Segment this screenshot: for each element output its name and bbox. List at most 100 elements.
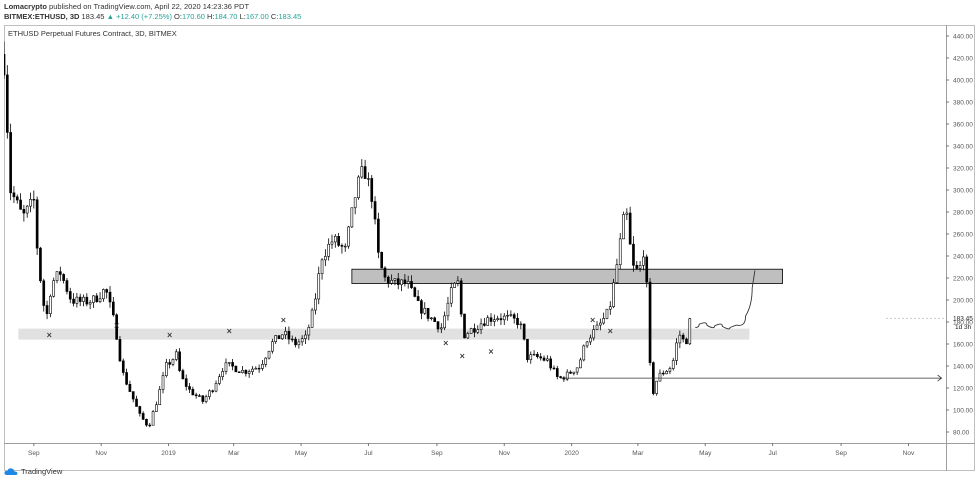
candle-down: [168, 362, 171, 365]
y-tick-label: 440.00: [953, 34, 973, 41]
candle-up: [476, 329, 480, 333]
candle-down: [148, 424, 152, 427]
candle-down: [141, 413, 145, 420]
candle-up: [406, 281, 410, 284]
candle-up: [284, 330, 287, 336]
candle-up: [310, 309, 314, 328]
x-tick-label: Sep: [835, 450, 847, 457]
candle-down: [184, 378, 188, 387]
chart-frame[interactable]: 80.00 100.00 120.00 140.00 160.00 180.00 200.0…: [4, 25, 975, 471]
candle-up: [509, 314, 513, 316]
candle-down: [128, 384, 132, 392]
candle-up: [155, 404, 158, 412]
candle-down: [68, 291, 72, 300]
candle-up: [204, 396, 208, 402]
candle-up: [82, 296, 85, 302]
candle-down: [539, 356, 543, 359]
candle-up: [612, 282, 615, 307]
open-value: 170.60: [181, 12, 205, 21]
x-marker: ×: [280, 315, 286, 324]
candle-down: [135, 398, 138, 407]
y-tick-label: 160.00: [953, 342, 973, 349]
price-chart[interactable]: 80.00 100.00 120.00 140.00 160.00 180.00 200.0…: [4, 25, 975, 471]
y-tick-label: 180.00: [953, 320, 973, 327]
open-label: O:: [174, 12, 182, 21]
candle-down: [108, 291, 112, 303]
candle-up: [350, 207, 354, 228]
candle-down: [522, 323, 526, 340]
candle-up: [271, 341, 274, 352]
candle-down: [145, 418, 148, 426]
candle-down: [12, 192, 16, 198]
candle-up: [307, 327, 311, 336]
candle-down: [58, 271, 62, 275]
candle-up: [469, 328, 473, 334]
candle-down: [138, 406, 142, 414]
candle-up: [430, 317, 433, 320]
candle-down: [201, 395, 205, 402]
candle-up: [486, 317, 490, 326]
candle-down: [234, 365, 238, 373]
candle-up: [585, 341, 589, 347]
candle-down: [685, 338, 688, 345]
candle-up: [579, 359, 582, 369]
candle-up: [333, 235, 337, 243]
candle-up: [390, 280, 393, 284]
x-marker: ×: [607, 326, 613, 335]
candle-up: [506, 314, 509, 317]
candle-down: [420, 300, 423, 314]
candle-up: [158, 389, 162, 406]
candles-group: [4, 41, 692, 428]
candle-up: [174, 351, 178, 360]
candle-down: [257, 367, 261, 370]
last-price-label: 183.45: [953, 316, 973, 323]
candle-up: [625, 212, 629, 215]
candle-up: [423, 307, 427, 314]
candle-up: [247, 371, 251, 374]
symbol-label: BITMEX:ETHUSD, 3D: [4, 12, 80, 21]
candle-up: [675, 342, 678, 361]
candle-up: [208, 390, 211, 397]
candle-up: [218, 376, 221, 384]
tradingview-cloud-icon: [4, 467, 18, 476]
candle-down: [72, 298, 75, 304]
candle-down: [552, 367, 556, 370]
candle-down: [396, 278, 400, 285]
candle-down: [211, 390, 215, 392]
candle-down: [22, 209, 26, 214]
candle-down: [648, 281, 652, 363]
candle-down: [105, 289, 109, 293]
candle-down: [181, 370, 185, 380]
candle-down: [191, 389, 195, 396]
y-tick-label: 200.00: [953, 298, 973, 305]
low-value: 167.00: [245, 12, 269, 21]
candle-up: [314, 298, 317, 311]
candle-up: [456, 280, 460, 284]
candle-up: [575, 367, 579, 373]
candle-down: [39, 247, 42, 282]
candle-down: [632, 243, 635, 266]
x-tick-label: Nov: [903, 450, 915, 457]
candle-up: [55, 271, 59, 281]
y-tick-label: 100.00: [953, 408, 973, 415]
y-tick-label: 260.00: [953, 232, 973, 239]
candle-down: [542, 357, 546, 361]
candle-down: [559, 376, 562, 378]
candle-up: [267, 350, 271, 359]
candle-up: [546, 358, 549, 361]
candle-down: [5, 74, 9, 133]
candle-down: [386, 276, 390, 284]
candle-down: [536, 353, 539, 357]
publish-header: Lomacrypto published on TradingView.com,…: [4, 2, 249, 11]
candle-down: [516, 317, 519, 325]
candle-up: [572, 371, 576, 374]
tradingview-footer[interactable]: TradingView: [4, 467, 62, 476]
candle-down: [95, 295, 99, 303]
candle-down: [433, 317, 437, 322]
candle-down: [112, 301, 115, 316]
author-name[interactable]: Lomacrypto: [4, 2, 47, 11]
candle-down: [681, 334, 685, 340]
candle-up: [165, 362, 168, 376]
y-tick-label: 240.00: [953, 254, 973, 261]
x-marker: ×: [226, 326, 232, 335]
